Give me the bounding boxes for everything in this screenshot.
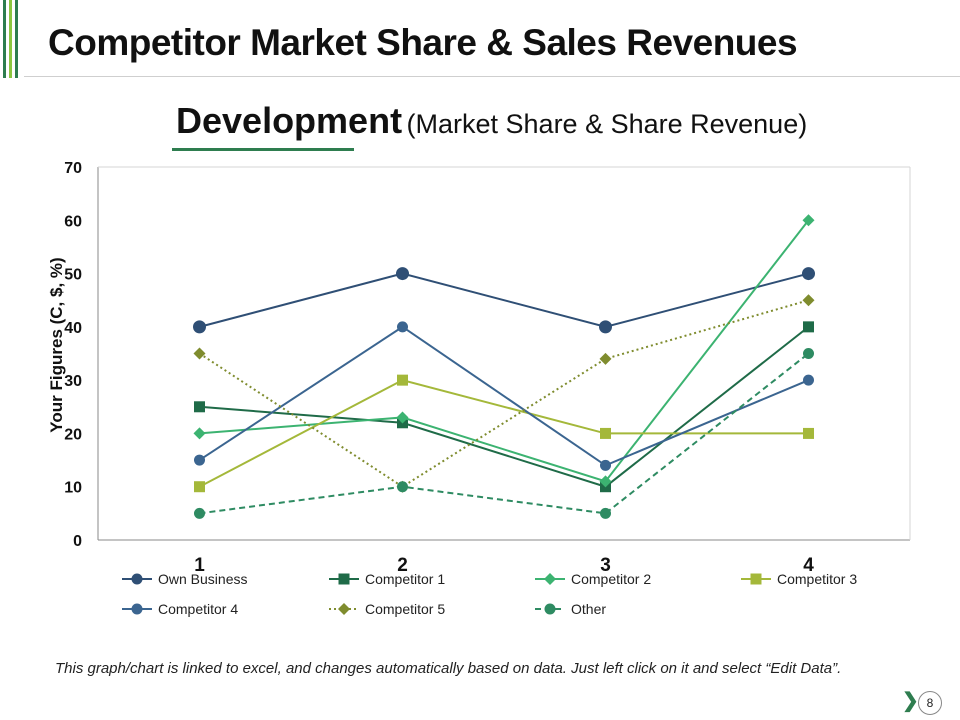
data-point	[803, 427, 814, 439]
data-point	[397, 481, 408, 493]
y-tick-label: 50	[64, 267, 82, 284]
footer-note: This graph/chart is linked to excel, and…	[55, 660, 842, 677]
accent-bar	[3, 0, 6, 78]
y-tick-label: 60	[64, 213, 82, 230]
legend-label: Competitor 2	[571, 571, 651, 587]
data-point	[802, 294, 815, 307]
legend-marker	[544, 603, 556, 615]
legend-label: Competitor 1	[365, 571, 445, 587]
y-tick-label: 40	[64, 320, 82, 337]
legend-label: Own Business	[158, 571, 247, 587]
y-tick-label: 20	[64, 426, 82, 443]
legend-label: Competitor 3	[777, 571, 857, 587]
data-point	[193, 427, 206, 440]
data-point	[193, 320, 206, 334]
legend-marker	[131, 573, 143, 585]
y-tick-label: 30	[64, 373, 82, 390]
y-tick-label: 70	[64, 160, 82, 177]
chart-heading-main: Development	[176, 100, 403, 141]
data-point	[599, 320, 612, 334]
accent-bar	[9, 0, 12, 78]
x-tick-label: 1	[194, 555, 205, 576]
y-axis-label: Your Figures (C, $, %)	[47, 257, 66, 432]
heading-underline	[172, 148, 354, 151]
series-line	[199, 326, 810, 488]
next-chevron-icon[interactable]: ❯	[902, 690, 919, 712]
data-point	[599, 475, 612, 488]
y-tick-label: 0	[73, 533, 82, 550]
series-line	[198, 325, 809, 467]
line-chart: 0 10 20 30 40 50 60 70 1 2 3 4 Your Figures (C, $, %…	[47, 160, 911, 617]
series-line	[199, 352, 810, 515]
series-line	[199, 219, 810, 483]
data-point	[600, 507, 611, 519]
y-tick-label: 10	[64, 480, 82, 497]
data-point	[194, 454, 205, 466]
data-point	[194, 481, 205, 493]
legend-marker	[544, 573, 556, 585]
data-point	[600, 459, 611, 471]
x-tick-label: 3	[600, 555, 611, 576]
accent-bar	[15, 0, 18, 78]
legend-label: Competitor 5	[365, 601, 445, 617]
data-point	[397, 374, 408, 386]
data-point	[396, 267, 409, 281]
series-line	[199, 379, 809, 488]
title-divider	[24, 76, 960, 77]
data-point	[396, 411, 409, 424]
data-point	[397, 321, 408, 333]
series-line	[199, 272, 809, 328]
legend-marker	[750, 573, 762, 585]
slide-title: Competitor Market Share & Sales Revenues	[48, 22, 798, 63]
data-point	[803, 321, 814, 333]
data-point	[194, 507, 205, 519]
chart-heading-paren: (Market Share & Share Revenue)	[406, 109, 808, 139]
legend-label: Competitor 4	[158, 601, 238, 617]
x-tick-label: 4	[803, 555, 814, 576]
data-point	[193, 347, 206, 360]
page-number: 8	[918, 691, 942, 715]
legend-marker	[131, 603, 143, 615]
series-line	[198, 299, 809, 488]
legend-marker	[338, 573, 350, 585]
legend-marker	[338, 603, 350, 615]
data-point	[599, 352, 612, 365]
data-point	[803, 374, 814, 386]
chart-heading: Development (Market Share & Share Revenu…	[176, 100, 807, 142]
data-point	[802, 267, 815, 281]
data-point	[194, 401, 205, 413]
data-point	[803, 348, 814, 359]
x-tick-label: 2	[397, 555, 408, 576]
data-point	[802, 214, 815, 227]
data-point	[600, 427, 611, 439]
legend-label: Other	[571, 601, 606, 617]
